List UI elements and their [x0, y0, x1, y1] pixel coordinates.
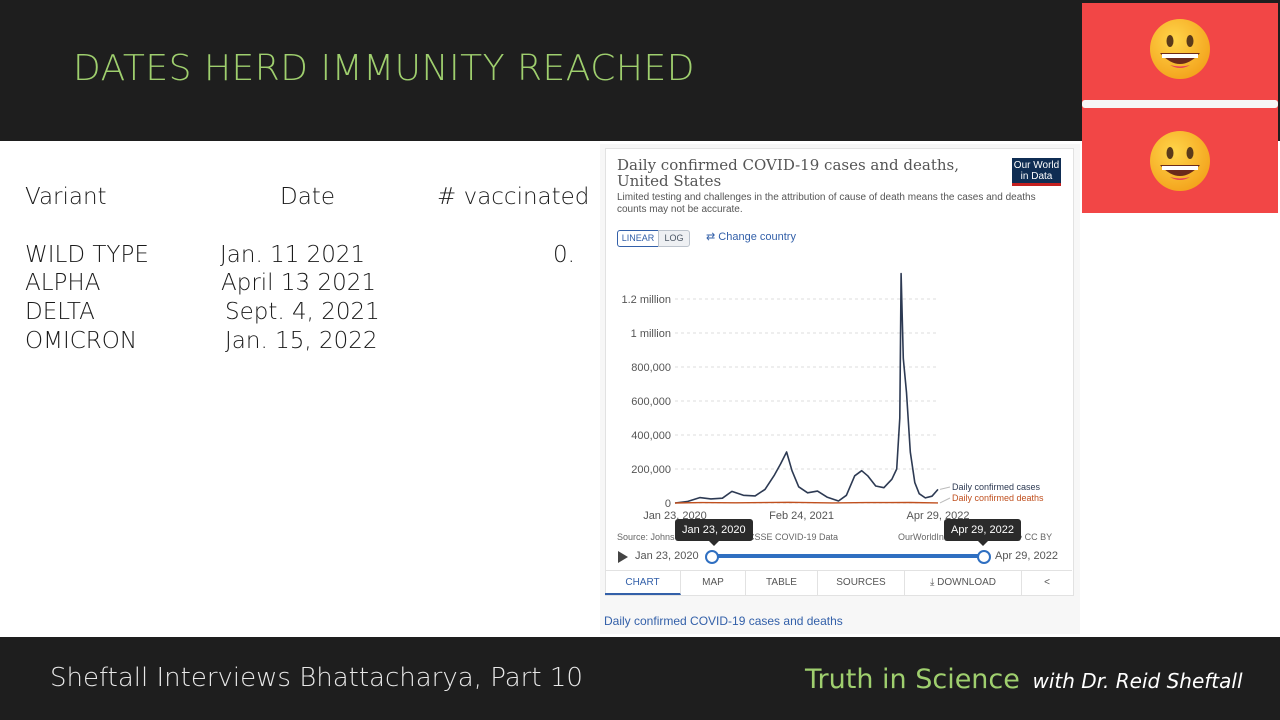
y-tick-label: 1 million — [631, 328, 671, 340]
legend-connector — [939, 497, 951, 504]
y-tick-label: 200,000 — [631, 464, 671, 476]
source-text: s • CC BY — [1012, 532, 1053, 542]
tab-map[interactable]: MAP — [681, 571, 746, 595]
footer-brand-sub: with Dr. Reid Sheftall — [1032, 669, 1243, 693]
swap-icon: ⇄ — [706, 231, 716, 243]
header-variant: Variant — [25, 184, 107, 210]
tab-download[interactable]: ⤓ DOWNLOAD — [905, 571, 1022, 595]
x-tick-label: Feb 24, 2021 — [769, 510, 834, 522]
logo-line: Our World — [1013, 160, 1060, 171]
chart-caption-link[interactable]: Daily confirmed COVID-19 cases and death… — [604, 614, 843, 628]
slide-title: DATES HERD IMMUNITY REACHED — [73, 48, 695, 89]
footer-brand-name: Truth in Science — [805, 664, 1020, 695]
share-button[interactable]: < — [1022, 571, 1072, 595]
chart-tabs: CHART MAP TABLE SOURCES ⤓ DOWNLOAD < — [605, 570, 1072, 595]
row-vaccinated: 0. — [553, 242, 575, 268]
smiley-icon — [1150, 131, 1210, 191]
row-variant: OMICRON — [25, 328, 138, 354]
footer-brand: Truth in Science with Dr. Reid Sheftall — [805, 664, 1243, 695]
footer-bar — [0, 637, 1280, 720]
row-date: Jan. 11 2021 — [220, 242, 366, 268]
smiley-icon — [1150, 19, 1210, 79]
footer-series-title: Sheftall Interviews Bhattacharya, Part 1… — [50, 663, 583, 693]
y-tick-label: 1.2 million — [621, 294, 671, 306]
y-tick-label: 800,000 — [631, 362, 671, 374]
tab-table[interactable]: TABLE — [746, 571, 818, 595]
header-vaccinated: # vaccinated — [437, 184, 590, 210]
timeline-track[interactable] — [711, 554, 983, 558]
share-icon: < — [1044, 577, 1050, 588]
timeline-start-handle[interactable] — [705, 550, 719, 564]
log-toggle[interactable]: LOG — [658, 230, 690, 247]
source-text: Source: Johns — [617, 532, 675, 542]
chart-plot: 0 200,000 400,000 600,000 800,000 1 million 1.… — [621, 272, 1044, 522]
tab-chart[interactable]: CHART — [605, 571, 681, 595]
title-bar — [0, 0, 1280, 141]
slider-tooltip-start: Jan 23, 2020 — [675, 519, 753, 546]
change-country-label: Change country — [718, 231, 796, 243]
tab-download-label: DOWNLOAD — [937, 577, 997, 588]
row-date: April 13 2021 — [221, 270, 376, 296]
row-variant: ALPHA — [25, 270, 101, 296]
timeline-end-handle[interactable] — [977, 550, 991, 564]
owid-logo[interactable]: Our World in Data — [1012, 158, 1061, 186]
deaths-line — [674, 501, 939, 504]
logo-line: in Data — [1020, 171, 1053, 182]
change-country-button[interactable]: ⇄ Change country — [706, 230, 796, 243]
slider-end-label: Apr 29, 2022 — [995, 550, 1058, 562]
play-icon[interactable] — [618, 551, 628, 563]
emoji-divider — [1082, 100, 1278, 108]
y-tick-label: 0 — [665, 498, 671, 510]
download-icon: ⤓ — [929, 577, 935, 588]
header-date: Date — [280, 184, 335, 210]
chart-title: Daily confirmed COVID-19 cases and death… — [617, 156, 959, 190]
tab-sources[interactable]: SOURCES — [818, 571, 905, 595]
slider-start-label: Jan 23, 2020 — [635, 550, 699, 562]
row-variant: DELTA — [25, 299, 95, 325]
legend-label: Daily confirmed deaths — [952, 493, 1044, 503]
row-date: Jan. 15, 2022 — [225, 328, 378, 354]
source-text: CSSE COVID-19 Data — [748, 532, 839, 542]
row-variant: WILD TYPE — [25, 242, 149, 268]
source-text: OurWorldIn — [898, 532, 944, 542]
cases-line — [674, 272, 939, 504]
chart-subtitle: Limited testing and challenges in the at… — [617, 192, 1036, 215]
y-tick-label: 400,000 — [631, 430, 671, 442]
linear-toggle[interactable]: LINEAR — [617, 230, 659, 247]
legend-connector — [939, 486, 951, 490]
slider-tooltip-end: Apr 29, 2022 — [944, 519, 1021, 546]
legend-label: Daily confirmed cases — [952, 482, 1041, 492]
row-date: Sept. 4, 2021 — [225, 299, 380, 325]
y-tick-label: 600,000 — [631, 396, 671, 408]
